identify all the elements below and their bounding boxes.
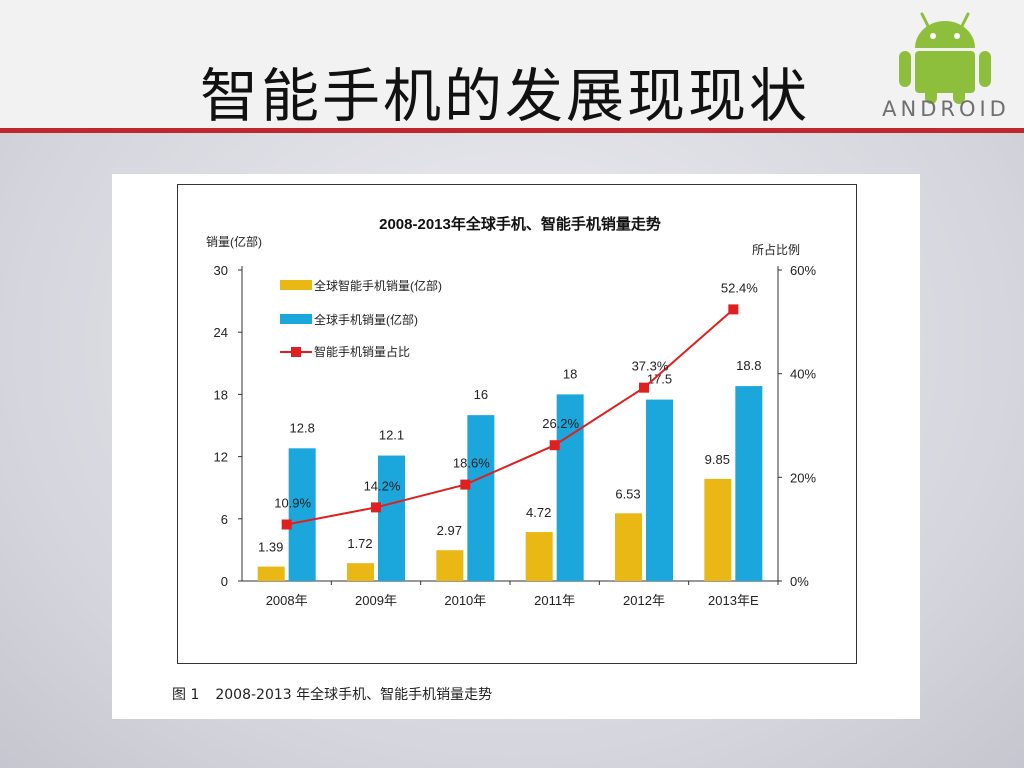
bar-label-phone-sales: 12.8 — [290, 420, 315, 435]
point-smartphone-share — [371, 502, 381, 513]
x-tick-label: 2009年 — [355, 593, 397, 608]
y-tick-label: 0 — [221, 574, 228, 589]
bar-label-phone-sales: 18 — [563, 366, 577, 381]
bar-phone-sales — [646, 399, 673, 581]
figure-caption: 图 1 2008-2013 年全球手机、智能手机销量走势 — [172, 684, 508, 704]
bar-label-phone-sales: 12.1 — [379, 428, 404, 443]
legend-label-phone-sales: 全球手机销量(亿部) — [314, 312, 418, 327]
point-label-smartphone-share: 10.9% — [274, 496, 311, 511]
y2-tick-label: 20% — [790, 470, 816, 485]
y-tick-label: 18 — [214, 387, 228, 402]
x-tick-label: 2011年 — [534, 593, 575, 608]
bar-smartphone-sales — [704, 478, 732, 581]
y2-tick-label: 60% — [790, 263, 816, 278]
x-tick-label: 2012年 — [623, 593, 665, 608]
line-smartphone-share — [286, 308, 734, 526]
point-label-smartphone-share: 37.3% — [632, 359, 669, 374]
bar-phone-sales — [556, 394, 584, 581]
x-tick-label: 2013年E — [708, 593, 759, 608]
legend-label-smartphone-share: 智能手机销量占比 — [314, 344, 410, 359]
y2-tick-label: 40% — [790, 367, 816, 382]
bar-phone-sales — [378, 455, 405, 581]
point-label-smartphone-share: 52.4% — [721, 280, 758, 295]
slide-title: 智能手机的发展现现状 — [200, 62, 811, 130]
bar-smartphone-sales — [525, 532, 553, 581]
bar-label-smartphone-sales: 1.39 — [258, 540, 283, 555]
bar-label-phone-sales: 17.5 — [647, 372, 672, 387]
x-tick-label: 2008年 — [266, 593, 308, 608]
y-axis-title: 销量(亿部) — [206, 234, 262, 249]
point-smartphone-share — [639, 382, 649, 393]
figure-caption-label: 图 1 — [172, 687, 200, 703]
bar-phone-sales — [467, 415, 495, 581]
figure-card — [112, 174, 920, 719]
point-label-smartphone-share: 18.6% — [453, 456, 490, 471]
slide-header — [0, 0, 1024, 132]
point-smartphone-share — [460, 479, 471, 490]
y2-tick-label: 0% — [790, 574, 809, 589]
point-smartphone-share — [728, 304, 739, 315]
y2-axis-title: 所占比例 — [752, 242, 800, 257]
android-robot-icon — [899, 12, 991, 104]
bar-label-phone-sales: 16 — [474, 387, 488, 402]
chart-frame — [177, 184, 857, 664]
bar-phone-sales — [288, 448, 316, 581]
point-smartphone-share — [549, 440, 560, 451]
y-tick-label: 12 — [214, 450, 228, 465]
bar-smartphone-sales — [347, 563, 374, 581]
legend-label-smartphone-sales: 全球智能手机销量(亿部) — [314, 278, 442, 293]
android-wordmark: ANDROID — [882, 97, 1010, 121]
legend-swatch-smartphone-sales — [280, 280, 312, 290]
figure-caption-text: 2008-2013 年全球手机、智能手机销量走势 — [215, 687, 493, 703]
point-smartphone-share — [281, 519, 292, 530]
bar-smartphone-sales — [615, 513, 642, 581]
bar-smartphone-sales — [436, 550, 464, 581]
legend-swatch-smartphone-share-marker — [291, 347, 301, 357]
header-divider — [0, 128, 1024, 133]
point-label-smartphone-share: 26.2% — [542, 416, 579, 431]
bar-label-smartphone-sales: 6.53 — [615, 486, 640, 501]
point-label-smartphone-share: 14.2% — [364, 478, 401, 493]
legend-swatch-phone-sales — [280, 314, 312, 324]
y-tick-label: 24 — [214, 325, 228, 340]
bar-phone-sales — [735, 386, 763, 581]
bar-label-smartphone-sales: 4.72 — [526, 505, 551, 520]
bar-label-phone-sales: 18.8 — [736, 358, 761, 373]
bar-label-smartphone-sales: 2.97 — [437, 523, 462, 538]
bar-label-smartphone-sales: 1.72 — [347, 536, 372, 551]
x-tick-label: 2010年 — [444, 593, 486, 608]
bar-smartphone-sales — [257, 566, 285, 581]
chart-title: 2008-2013年全球手机、智能手机销量走势 — [379, 215, 661, 233]
y-tick-label: 6 — [221, 512, 228, 527]
bar-label-smartphone-sales: 9.85 — [705, 452, 730, 467]
y-tick-label: 30 — [214, 263, 228, 278]
